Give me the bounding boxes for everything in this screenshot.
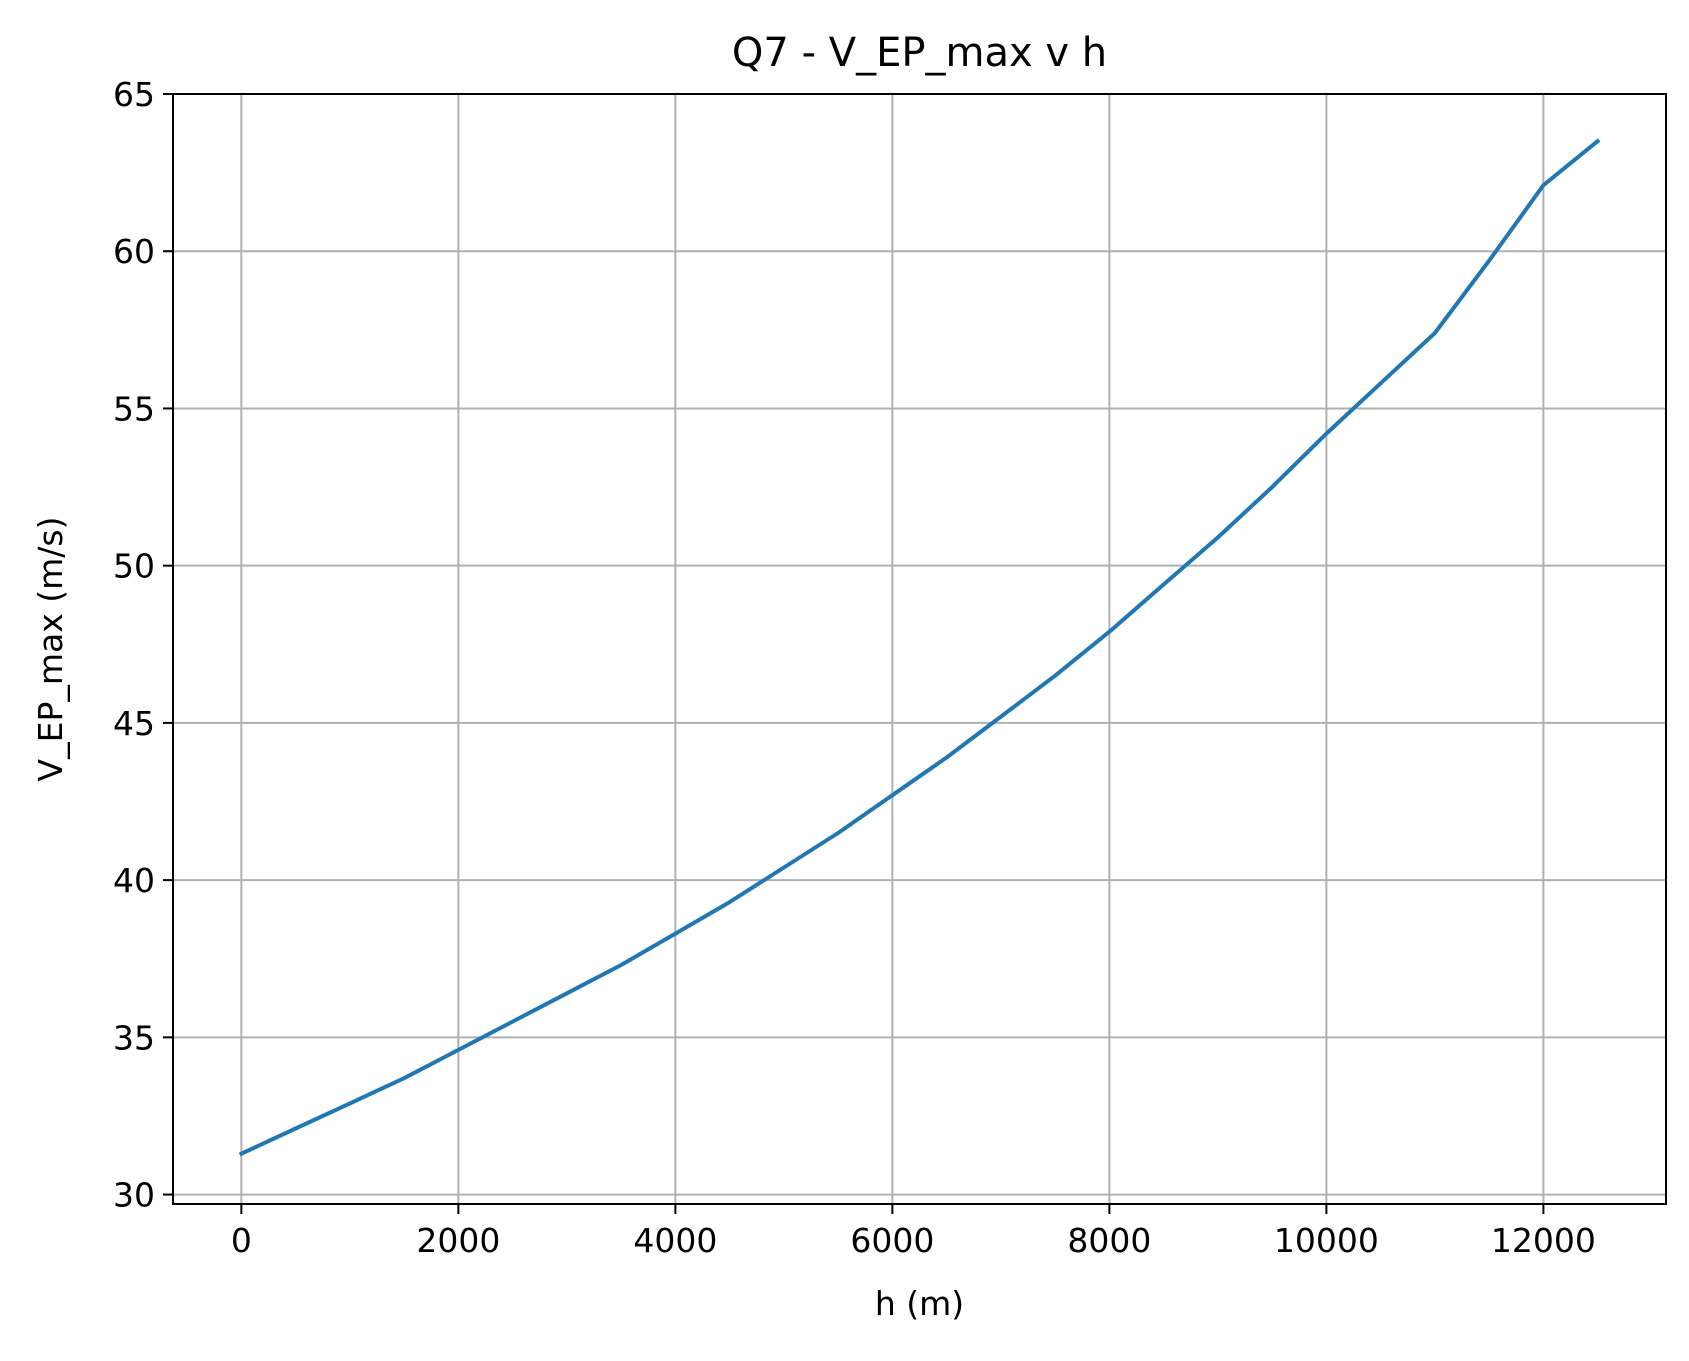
series-line-0 [238,138,1601,1157]
plot-frame [172,93,1667,1205]
axis-ticks: 0 2000 4000 6000 8000 10000 12000 30 35 40 45 50 55 6… [113,75,1596,1260]
y-tick-label: 65 [113,75,155,114]
y-tick-label: 60 [113,232,155,271]
y-axis-label: V_EP_max (m/s) [31,517,70,782]
y-tick-label: 30 [113,1176,155,1215]
y-tick-label: 40 [113,861,155,900]
chart-title: Q7 - V_EP_max v h [732,30,1107,76]
y-tick-label: 50 [113,547,155,586]
x-tick-label: 2000 [416,1221,500,1260]
grid-lines [173,93,1666,1204]
x-tick-label: 10000 [1274,1221,1379,1260]
x-tick-label: 6000 [850,1221,934,1260]
y-tick-label: 55 [113,389,155,428]
x-tick-label: 12000 [1491,1221,1596,1260]
x-tick-label: 8000 [1067,1221,1151,1260]
x-axis-label: h (m) [875,1284,964,1323]
y-tick-label: 35 [113,1018,155,1057]
y-tick-label: 45 [113,704,155,743]
series-layer [238,138,1601,1157]
x-tick-label: 4000 [633,1221,717,1260]
x-tick-label: 0 [231,1221,252,1260]
